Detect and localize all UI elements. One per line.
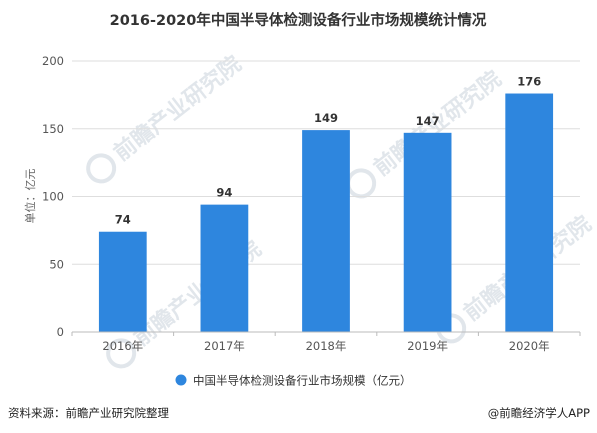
watermark-logo-icon xyxy=(86,153,117,184)
x-tick-label: 2018年 xyxy=(306,339,347,353)
watermark-text: 前瞻产业研究院 xyxy=(109,51,246,166)
bar xyxy=(200,204,249,332)
data-label: 94 xyxy=(216,186,232,200)
brand-credit: @前瞻经济学人APP xyxy=(488,406,590,420)
y-axis-label: 单位：亿元 xyxy=(23,169,37,224)
y-tick-label: 200 xyxy=(42,54,64,68)
watermark: 前瞻产业研究院 xyxy=(86,51,246,184)
y-tick-label: 0 xyxy=(57,325,64,339)
legend: 中国半导体检测设备行业市场规模（亿元） xyxy=(175,374,412,388)
chart-title: 2016-2020年中国半导体检测设备行业市场规模统计情况 xyxy=(110,11,487,29)
y-axis-ticks: 0 50 100 150 200 xyxy=(42,54,64,339)
bar xyxy=(403,132,452,332)
watermark-logo-icon xyxy=(106,338,137,369)
y-tick-label: 150 xyxy=(42,122,64,136)
data-label: 176 xyxy=(517,75,541,89)
source-note: 资料来源：前瞻产业研究院整理 xyxy=(8,406,169,420)
bar-series xyxy=(98,93,554,333)
x-tick-label: 2020年 xyxy=(509,339,550,353)
y-tick-label: 50 xyxy=(49,257,64,271)
legend-label: 中国半导体检测设备行业市场规模（亿元） xyxy=(193,374,412,388)
x-tick-label: 2017年 xyxy=(204,339,245,353)
bar xyxy=(505,93,554,333)
bar xyxy=(98,231,147,332)
bar xyxy=(302,130,350,332)
data-label: 147 xyxy=(416,114,440,128)
x-tick-label: 2016年 xyxy=(102,339,143,353)
data-labels: 74 94 149 147 176 xyxy=(115,75,541,227)
x-axis-ticks: 2016年 2017年 2018年 2019年 2020年 xyxy=(71,332,581,353)
x-tick-label: 2019年 xyxy=(407,339,448,353)
data-label: 149 xyxy=(314,111,338,125)
y-tick-label: 100 xyxy=(42,190,64,204)
legend-marker xyxy=(175,374,187,386)
data-label: 74 xyxy=(115,213,131,227)
watermark-logo-icon xyxy=(346,168,377,199)
